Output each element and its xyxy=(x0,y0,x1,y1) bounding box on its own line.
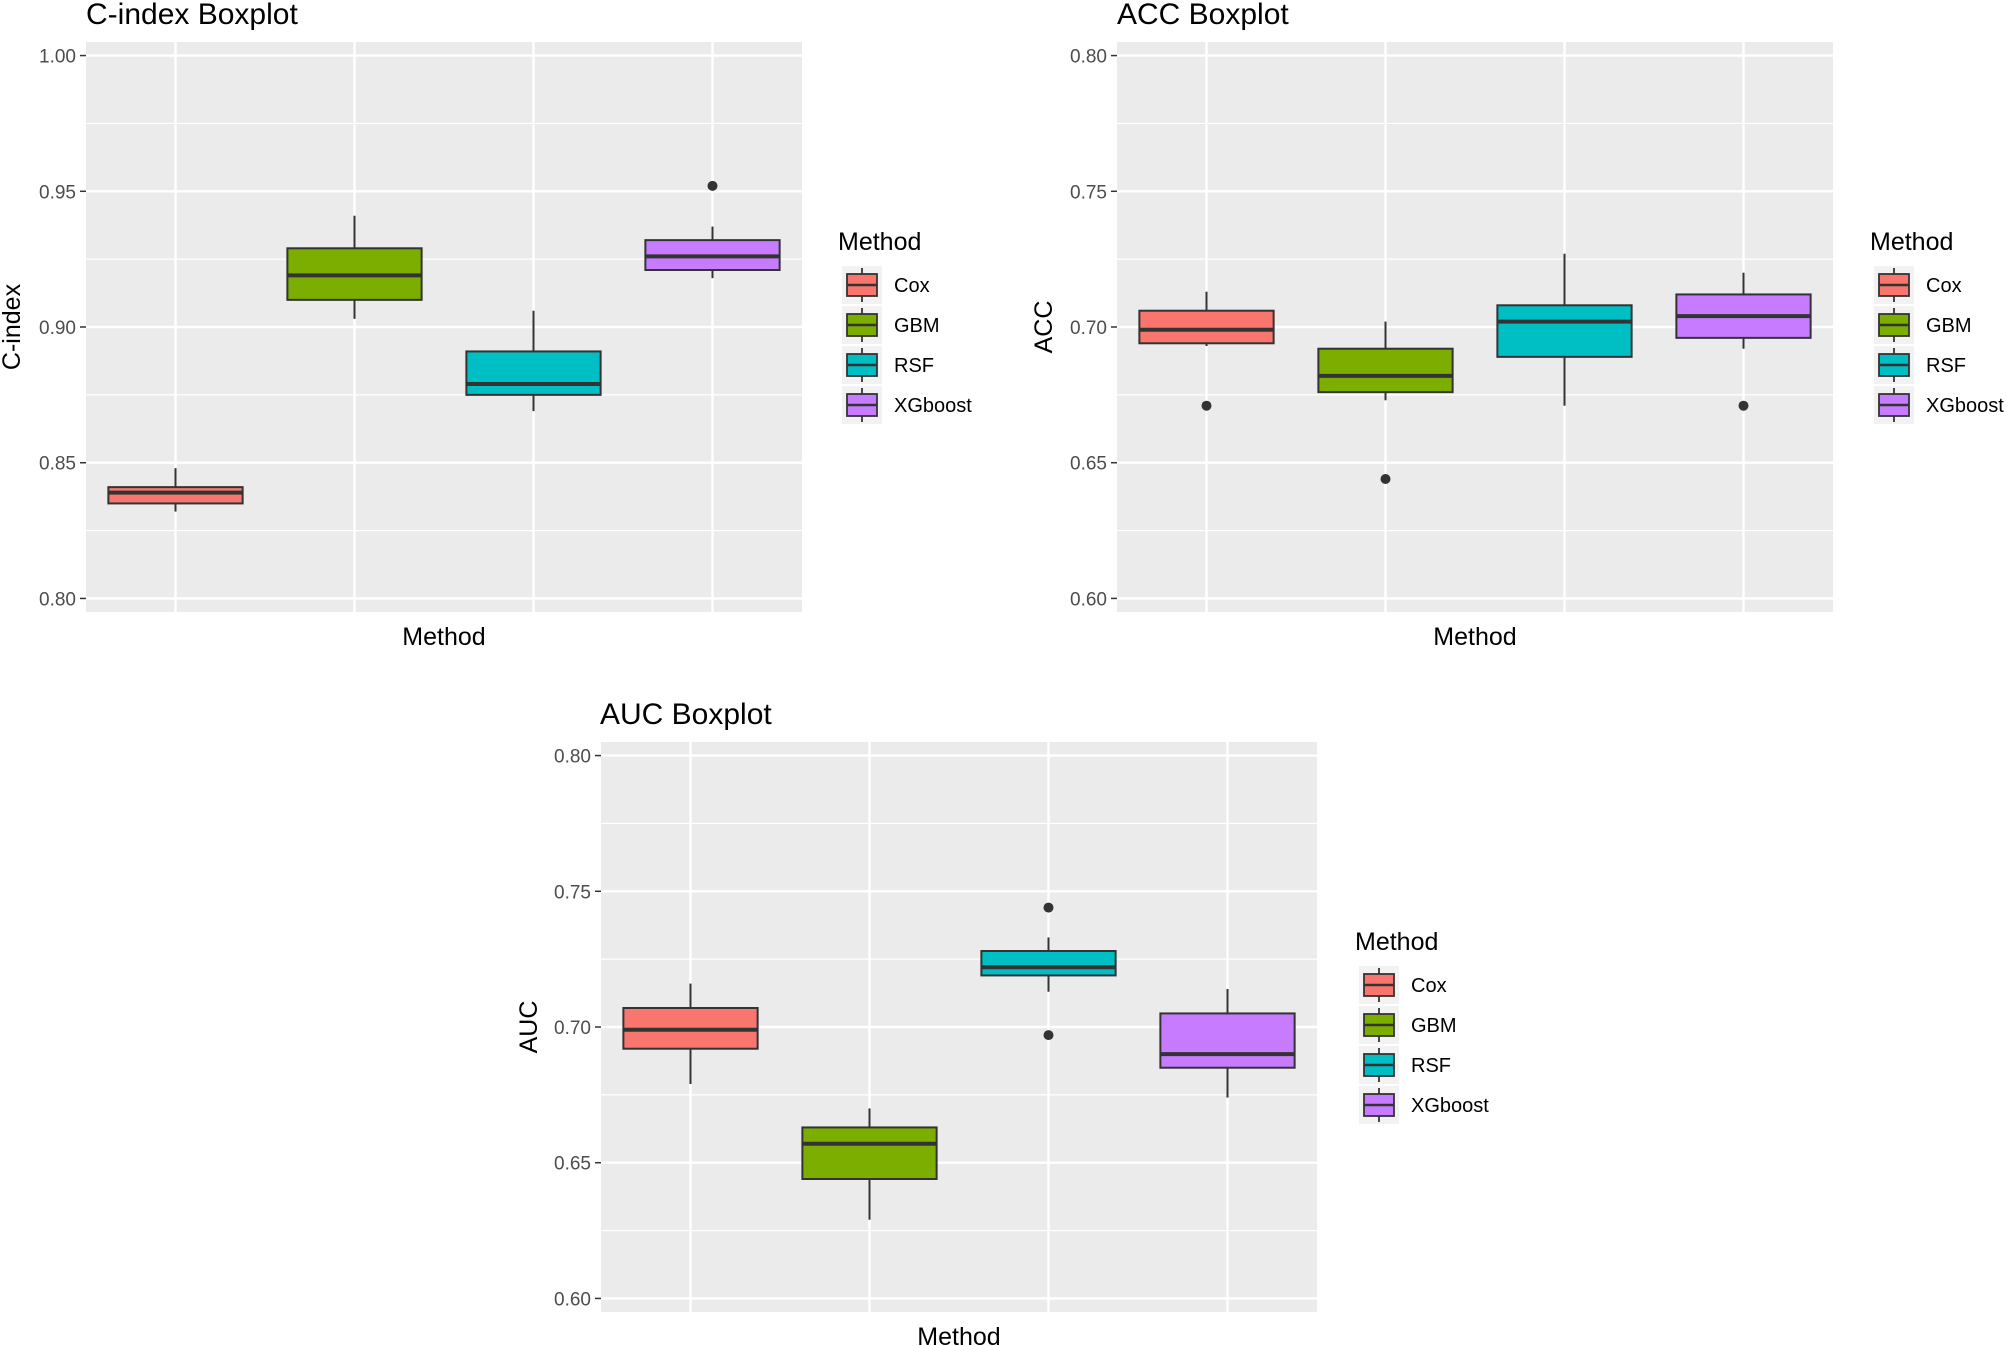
legend: Method Cox GBM RSF XGboost xyxy=(1355,928,1489,1124)
boxes xyxy=(1138,253,1812,484)
x-axis-title: Method xyxy=(917,1323,1000,1346)
box-xgboost xyxy=(1675,272,1812,411)
legend-item-rsf: RSF xyxy=(842,346,934,384)
chart-title: ACC Boxplot xyxy=(1117,0,1289,31)
outlier-point xyxy=(1380,474,1391,484)
box-xgboost xyxy=(1159,989,1296,1098)
box-rsf xyxy=(465,310,602,412)
legend-label: GBM xyxy=(1411,1015,1457,1037)
iqr-box xyxy=(1159,1012,1296,1069)
legend-item-gbm: GBM xyxy=(842,306,940,344)
iqr-box xyxy=(801,1126,938,1181)
box-rsf xyxy=(1496,253,1633,406)
y-axis-title: C-index xyxy=(0,283,26,370)
legend-title: Method xyxy=(838,228,921,256)
legend-item-xgboost: XGboost xyxy=(1874,386,2004,424)
y-tick-label: 0.90 xyxy=(39,318,76,339)
y-tick-label: 0.70 xyxy=(554,1018,591,1039)
legend-label: XGboost xyxy=(1411,1095,1489,1117)
y-tick-labels: 0.80 0.85 0.90 0.95 1.00 xyxy=(39,47,86,610)
legend-label: XGboost xyxy=(894,395,972,417)
box-xgboost xyxy=(644,180,781,279)
x-axis-title: Method xyxy=(402,623,485,651)
legend-label: RSF xyxy=(894,355,934,377)
y-tick-label: 0.95 xyxy=(39,182,76,203)
c-index-boxplot-panel: C-index Boxplot 0.80 0.85 0.90 0.95 1.00 Met… xyxy=(0,0,972,651)
box-gbm xyxy=(1317,321,1454,484)
auc-boxplot-panel: AUC Boxplot 0.60 0.65 0.70 0.75 0.80 Method … xyxy=(515,698,1489,1346)
boxes xyxy=(107,180,781,512)
legend-title: Method xyxy=(1355,928,1438,956)
acc-boxplot-panel: ACC Boxplot 0.60 0.65 0.70 0.75 0.80 Method … xyxy=(1030,0,2004,651)
outlier-point xyxy=(707,180,718,191)
legend-item-rsf: RSF xyxy=(1359,1046,1451,1084)
legend-label: RSF xyxy=(1926,355,1966,377)
legend-item-gbm: GBM xyxy=(1359,1006,1457,1044)
boxes xyxy=(622,902,1296,1220)
legend-item-gbm: GBM xyxy=(1874,306,1972,344)
legend-label: GBM xyxy=(1926,315,1972,337)
legend-label: XGboost xyxy=(1926,395,2004,417)
outlier-point xyxy=(1201,400,1212,411)
box-cox xyxy=(622,983,759,1084)
iqr-box xyxy=(1496,304,1633,358)
y-tick-label: 0.80 xyxy=(1070,47,1107,68)
grid-lines xyxy=(86,42,802,612)
y-tick-label: 1.00 xyxy=(39,47,76,68)
legend-title: Method xyxy=(1870,228,1953,256)
box-cox xyxy=(1138,291,1275,411)
y-tick-label: 0.65 xyxy=(1070,454,1107,475)
y-tick-label: 0.75 xyxy=(554,882,591,903)
y-tick-label: 0.85 xyxy=(39,454,76,475)
box-gbm xyxy=(286,215,423,319)
iqr-box xyxy=(465,350,602,396)
box-cox xyxy=(107,468,244,512)
y-tick-label: 0.60 xyxy=(554,1289,591,1310)
y-axis-title: ACC xyxy=(1030,301,1058,354)
legend-item-cox: Cox xyxy=(842,266,930,304)
box-gbm xyxy=(801,1108,938,1220)
legend: Method Cox GBM RSF XGboost xyxy=(1870,228,2004,424)
legend-label: Cox xyxy=(1926,275,1962,297)
iqr-box xyxy=(1138,309,1275,345)
legend-item-rsf: RSF xyxy=(1874,346,1966,384)
legend-label: GBM xyxy=(894,315,940,337)
y-tick-labels: 0.60 0.65 0.70 0.75 0.80 xyxy=(1070,47,1117,610)
box-rsf xyxy=(980,902,1117,1041)
outlier-point xyxy=(1043,902,1054,913)
legend-label: RSF xyxy=(1411,1055,1451,1077)
chart-title: C-index Boxplot xyxy=(86,0,298,31)
legend: Method Cox GBM RSF XGboost xyxy=(838,228,972,424)
legend-item-xgboost: XGboost xyxy=(842,386,972,424)
outlier-point xyxy=(1043,1030,1054,1041)
y-tick-label: 0.60 xyxy=(1070,589,1107,610)
y-tick-label: 0.80 xyxy=(554,747,591,768)
iqr-box xyxy=(107,486,244,505)
outlier-point xyxy=(1738,400,1749,411)
legend-label: Cox xyxy=(894,275,930,297)
y-tick-label: 0.80 xyxy=(39,589,76,610)
iqr-box xyxy=(1317,347,1454,394)
y-tick-label: 0.65 xyxy=(554,1154,591,1175)
chart-title: AUC Boxplot xyxy=(600,698,772,731)
y-tick-label: 0.75 xyxy=(1070,182,1107,203)
legend-item-cox: Cox xyxy=(1874,266,1962,304)
y-tick-labels: 0.60 0.65 0.70 0.75 0.80 xyxy=(554,747,601,1310)
y-tick-label: 0.70 xyxy=(1070,318,1107,339)
legend-item-xgboost: XGboost xyxy=(1359,1086,1489,1124)
legend-item-cox: Cox xyxy=(1359,966,1447,1004)
y-axis-title: AUC xyxy=(515,1001,543,1054)
x-axis-title: Method xyxy=(1433,623,1516,651)
iqr-box xyxy=(980,950,1117,977)
legend-label: Cox xyxy=(1411,975,1447,997)
